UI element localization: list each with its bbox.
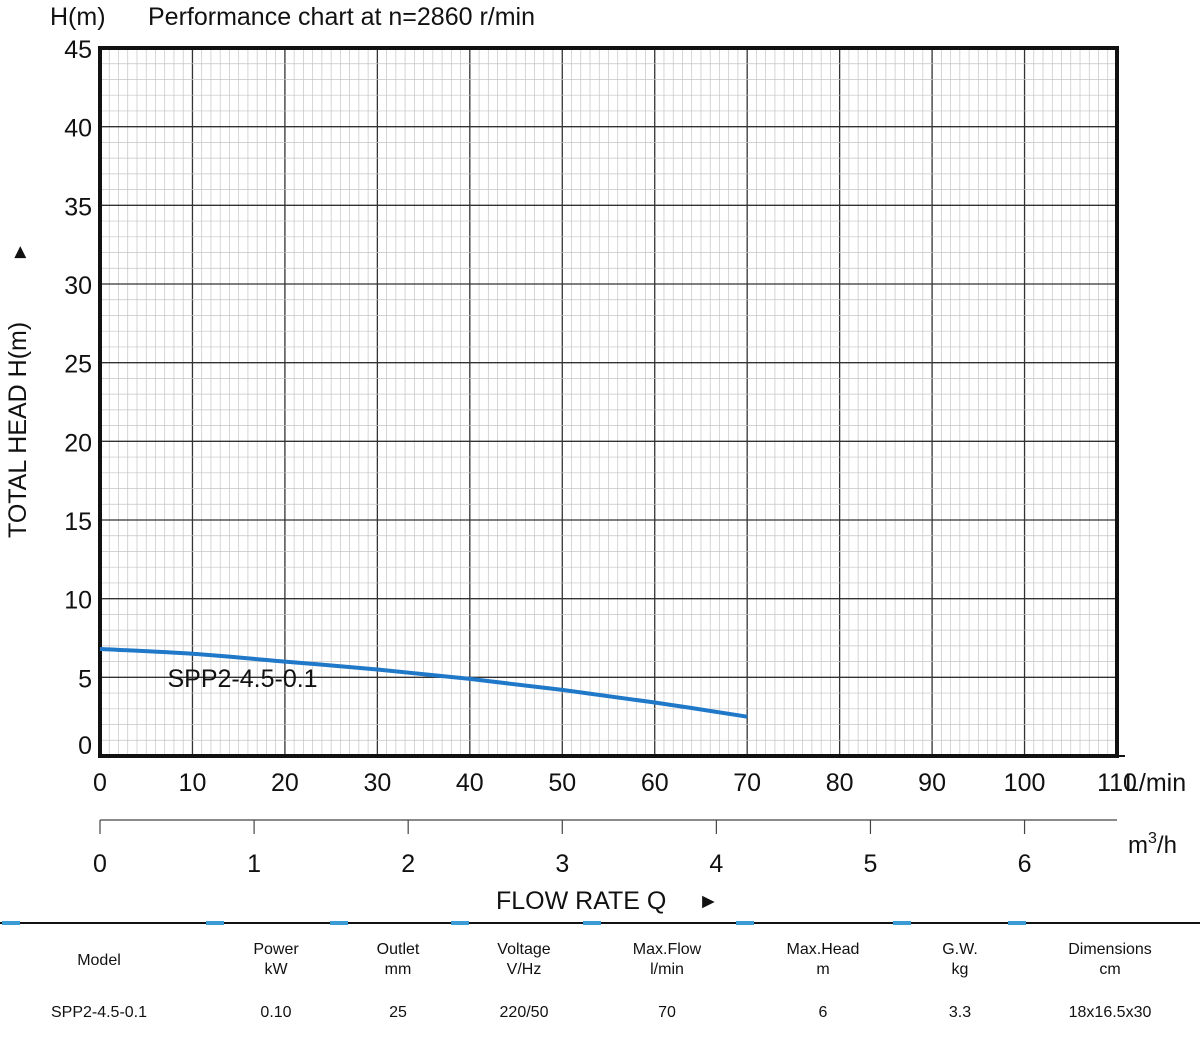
x-tick-label: 100 [1004,769,1046,797]
divider-accent [736,921,754,925]
table-cell: 0.10 [260,1004,292,1021]
header-title: Model [77,952,121,969]
x-axis-secondary-m3h: 0 1 2 3 4 5 6 [93,819,1117,878]
x2-tick-label: 3 [555,850,569,878]
table-cell: 18x16.5x30 [1068,1004,1152,1021]
table-header-cell: Power kW [221,940,331,980]
chart-title: Performance chart at n=2860 r/min [148,3,535,31]
y-tick-label: 25 [64,351,92,379]
series-line [99,647,748,719]
y-tick-label: 35 [64,193,92,221]
header-title: Max.Head [786,941,860,958]
x-tick-label: 70 [733,769,761,797]
divider-accent [2,921,20,925]
x-unit-primary: L/min [1125,769,1186,797]
header-title: G.W. [942,941,978,958]
x-tick-label: 30 [363,769,391,797]
y-tick-label: 45 [64,36,92,64]
header-unit: kg [951,961,969,978]
header-unit: m [816,961,830,978]
divider-accent [330,921,348,925]
divider-accent [893,921,911,925]
header-title: Max.Flow [632,941,702,958]
table-cell: 70 [658,1004,676,1021]
y-tick-label: 20 [64,429,92,457]
y-tick-label: 40 [64,115,92,143]
x-tick-label: 0 [93,769,107,797]
x-axis-label: FLOW RATE Q [496,887,666,915]
divider-accent [1008,921,1026,925]
table-cell: 6 [818,1004,828,1021]
y-tick-label: 10 [64,587,92,615]
x2-tick-label: 1 [247,850,261,878]
plot-frame [98,46,1119,758]
header-unit: cm [1099,961,1121,978]
y-tick-label: 15 [64,508,92,536]
y-unit-label: H(m) [50,3,106,31]
x-unit-secondary: m3/h [1128,830,1177,859]
x-axis-arrow: ► [698,890,719,913]
x-tick-label: 40 [456,769,484,797]
series-label: SPP2-4.5-0.1 [167,665,317,693]
table-cell: 3.3 [948,1004,972,1021]
y-tick-label: 30 [64,272,92,300]
x2-tick-label: 2 [401,850,415,878]
x-tick-label: 50 [548,769,576,797]
x-tick-label: 10 [179,769,207,797]
table-header-cell: Model [9,951,189,971]
x2-tick-label: 5 [864,850,878,878]
header-title: Voltage [497,941,551,958]
y-axis-ticks: 0 5 10 15 20 25 30 35 40 45 [64,36,92,760]
divider-accent [451,921,469,925]
header-unit: l/min [650,961,684,978]
divider-accent [206,921,224,925]
table-header-cell: Max.Head m [753,940,893,980]
y-axis-label: TOTAL HEAD H(m) [4,322,32,538]
header-unit: kW [264,961,288,978]
table-cell: 220/50 [499,1004,549,1021]
chart-grid [99,47,1118,757]
table-header-cell: Outlet mm [343,940,453,980]
table-cell: SPP2-4.5-0.1 [50,1004,148,1021]
x2-tick-label: 4 [709,850,723,878]
table-header-cell: Voltage V/Hz [464,940,584,980]
y-tick-label: 5 [78,665,92,693]
y-tick-label: 0 [78,732,92,760]
table-cell: 25 [389,1004,407,1021]
table-header-cell: Dimensions cm [1020,940,1200,980]
x-axis-ticks-lmin: 0 10 20 30 40 50 60 70 80 90 100 110 [93,769,1137,797]
x-tick-label: 20 [271,769,299,797]
table-header-cell: G.W. kg [910,940,1010,980]
x-tick-label: 60 [641,769,669,797]
series-layer: SPP2-4.5-0.1 [99,647,748,719]
header-unit: V/Hz [506,961,542,978]
x-tick-label: 110 [1097,769,1137,797]
table-header-cell: Max.Flow l/min [597,940,737,980]
spec-table: Model Power kW Outlet mm Voltage V/Hz Max.Flow l… [0,918,1200,1037]
x-tick-label: 90 [918,769,946,797]
header-title: Power [253,941,299,958]
header-unit: mm [384,961,412,978]
x2-tick-label: 6 [1018,850,1032,878]
x2-tick-label: 0 [93,850,107,878]
header-title: Outlet [376,941,420,958]
divider-accent [583,921,601,925]
y-axis-arrow: ► [9,242,31,262]
header-title: Dimensions [1068,941,1152,958]
x-tick-label: 80 [826,769,854,797]
